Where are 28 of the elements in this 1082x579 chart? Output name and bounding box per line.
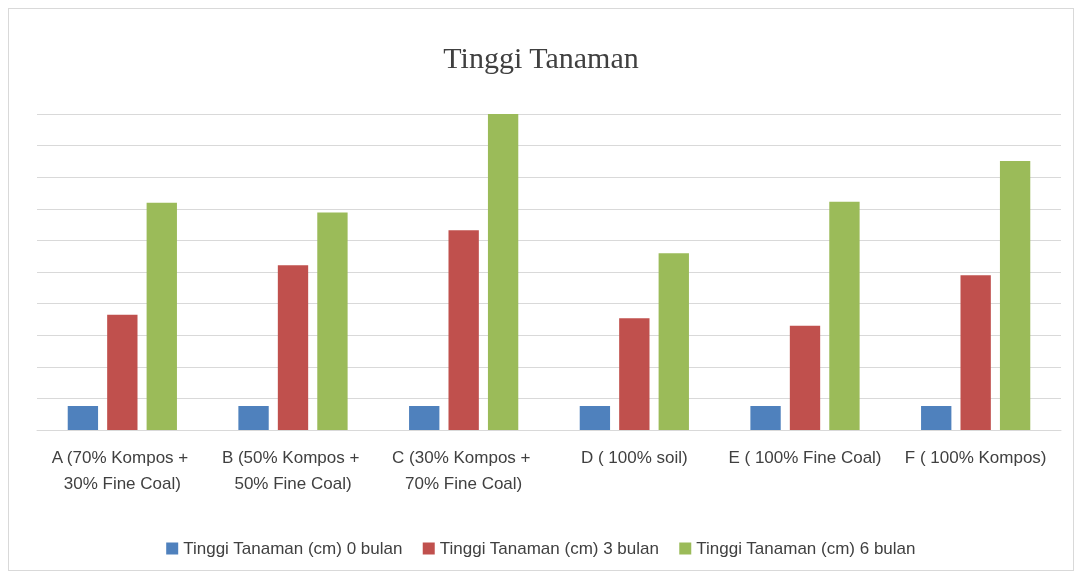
chart-title: Tinggi Tanaman	[443, 40, 639, 74]
legend-label: Tinggi Tanaman (cm) 3 bulan	[439, 539, 659, 558]
legend-label: Tinggi Tanaman (cm) 0 bulan	[183, 539, 403, 558]
x-tick-label: C (30% Kompos + 70% Fine Coal)	[392, 447, 536, 493]
bar	[146, 202, 177, 430]
bar	[409, 405, 440, 430]
bar	[999, 161, 1031, 430]
bar	[579, 405, 611, 430]
bar	[921, 405, 952, 430]
bar	[448, 230, 479, 430]
bar	[960, 275, 991, 430]
bar	[67, 405, 99, 430]
x-tick-label: E ( 100% Fine Coal)	[728, 447, 882, 467]
bar	[317, 212, 348, 430]
x-tick-label: A (70% Kompos + 30% Fine Coal)	[51, 447, 193, 493]
bar	[750, 405, 781, 430]
bar	[829, 201, 860, 430]
x-tick-label: B (50% Kompos + 50% Fine Coal)	[221, 447, 365, 493]
bar	[277, 265, 309, 430]
bar	[107, 314, 138, 430]
x-tick-label: D ( 100% soil)	[580, 447, 688, 467]
bar	[658, 253, 689, 430]
x-tick-label: F ( 100% Kompos)	[904, 447, 1047, 467]
bar	[487, 114, 519, 430]
bar	[619, 318, 650, 430]
legend-label: Tinggi Tanaman (cm) 6 bulan	[696, 539, 916, 558]
bar	[789, 325, 821, 430]
bar	[238, 405, 269, 430]
